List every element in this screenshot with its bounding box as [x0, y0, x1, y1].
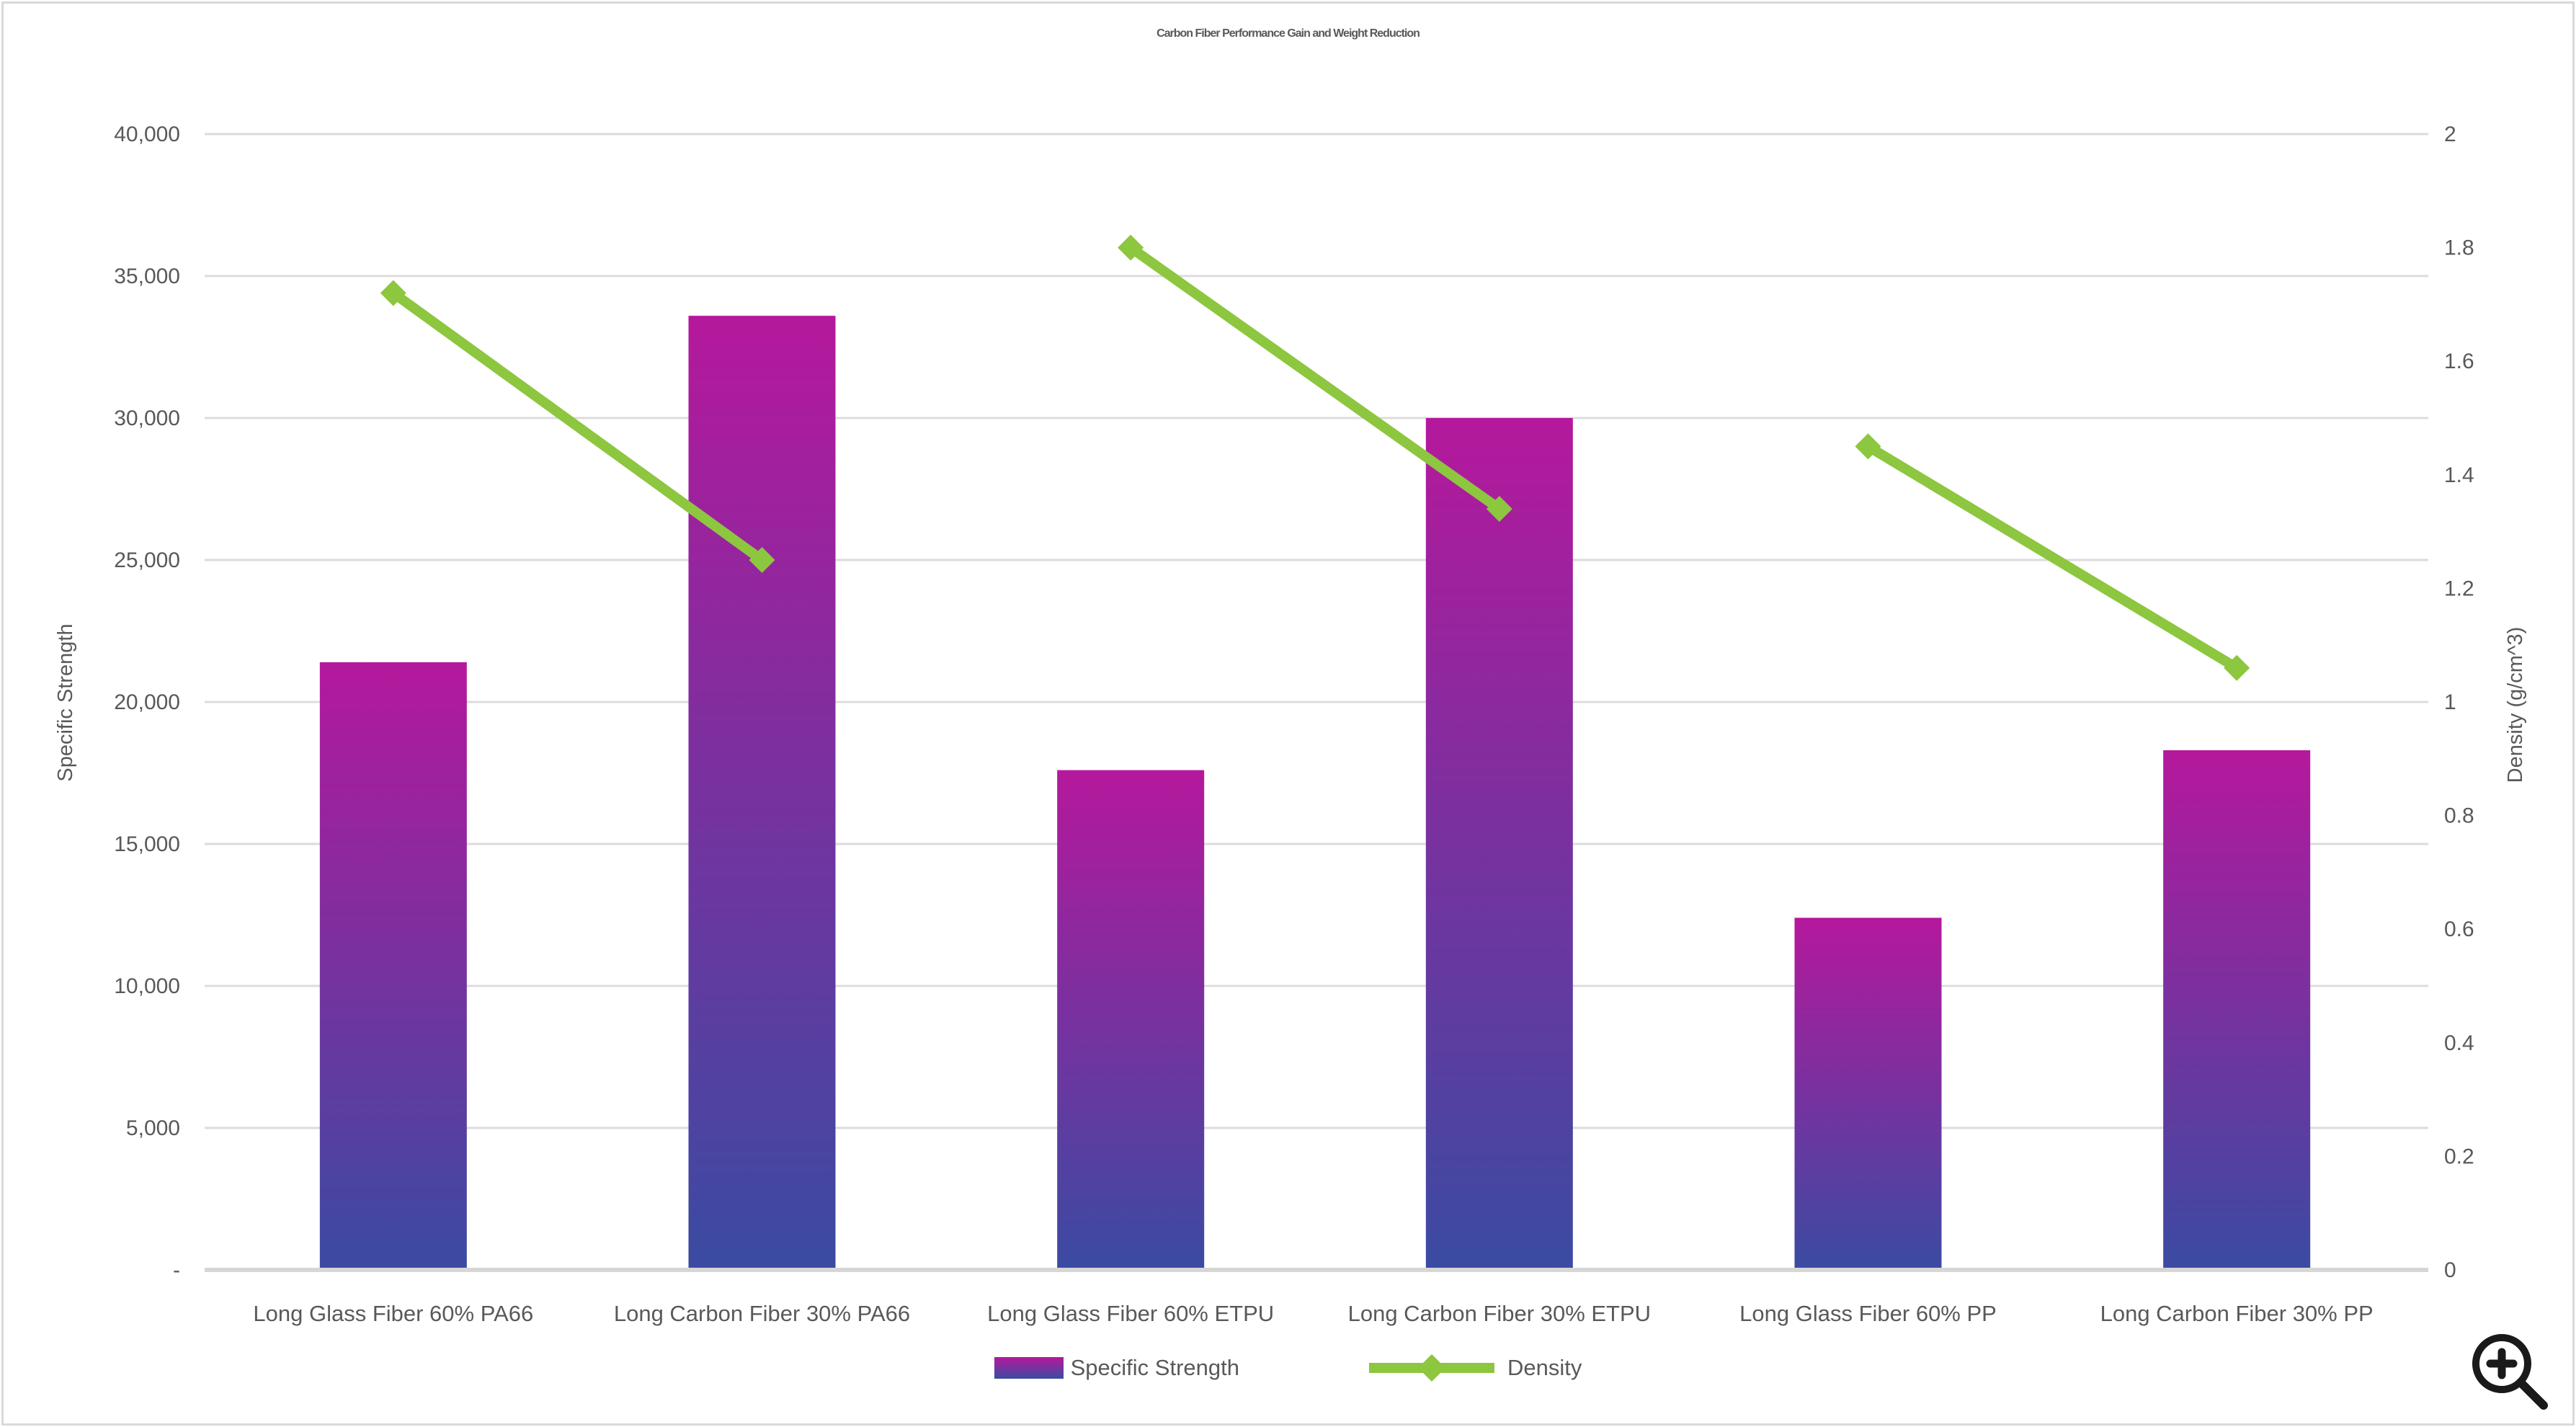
density-marker	[749, 547, 775, 573]
y2-axis-tick-label: 1.6	[2444, 350, 2474, 373]
y2-axis-tick-label: 1.4	[2444, 463, 2474, 487]
y-axis-tick-label: -	[173, 1258, 180, 1282]
density-marker	[2224, 654, 2250, 681]
zoom-in-button[interactable]	[2470, 1329, 2554, 1413]
y2-axis-tick-label: 0.2	[2444, 1144, 2474, 1168]
density-line-swatch	[1368, 1354, 1494, 1382]
x-axis-category-label: Long Glass Fiber 60% PA66	[253, 1301, 533, 1326]
zoom-in-icon	[2472, 1334, 2548, 1410]
density-line-segment	[1865, 442, 2239, 672]
density-marker	[1486, 496, 1512, 523]
y2-axis-tick-label: 1.2	[2444, 577, 2474, 600]
chart-title: Carbon Fiber Performance Gain and Weight…	[1156, 27, 1420, 40]
legend: Specific Strength Density	[0, 1352, 2576, 1384]
density-line-segment	[1128, 243, 1502, 513]
x-axis-category-label: Long Carbon Fiber 30% PP	[2100, 1301, 2374, 1326]
y-axis-tick-label: 15,000	[114, 832, 180, 856]
legend-item-density: Density	[1363, 1352, 1582, 1384]
density-marker	[380, 280, 406, 306]
bar-specific-strength	[688, 316, 836, 1270]
bar-specific-strength	[1425, 418, 1573, 1270]
y-axis-tick-label: 40,000	[114, 123, 180, 146]
x-axis-category-label: Long Glass Fiber 60% ETPU	[987, 1301, 1274, 1326]
y-axis-tick-label: 10,000	[114, 974, 180, 998]
bar-series-layer	[319, 316, 2311, 1270]
y2-axis-tick-label: 0.8	[2444, 804, 2474, 828]
legend-item-specific-strength: Specific Strength	[994, 1355, 1239, 1381]
y-axis-tick-label: 20,000	[114, 690, 180, 714]
x-axis-category-label: Long Carbon Fiber 30% ETPU	[1348, 1301, 1651, 1326]
y2-axis-tick-label: 0	[2444, 1258, 2456, 1282]
density-line-segment	[390, 288, 765, 564]
bar-specific-strength	[2163, 750, 2311, 1270]
legend-label-density: Density	[1507, 1355, 1582, 1380]
y2-axis-tick-label: 1	[2444, 690, 2456, 714]
y2-axis-tick-label: 0.4	[2444, 1031, 2474, 1055]
y-axis-tick-label: 30,000	[114, 406, 180, 430]
y-axis-tick-label: 25,000	[114, 548, 180, 572]
y-axis-tick-label: 35,000	[114, 264, 180, 288]
line-series-layer	[380, 234, 2250, 681]
x-axis-category-label: Long Carbon Fiber 30% PA66	[614, 1301, 910, 1326]
labels-layer: 40,00035,00030,00025,00020,00015,00010,0…	[114, 123, 2474, 1326]
y-axis-tick-label: 5,000	[126, 1116, 180, 1140]
y2-axis-tick-label: 2	[2444, 123, 2456, 146]
left-axis-title: Specific Strength	[54, 623, 77, 781]
y2-axis-tick-label: 1.8	[2444, 236, 2474, 260]
bar-specific-strength	[1057, 770, 1205, 1270]
density-marker	[1855, 433, 1881, 460]
x-axis-category-label: Long Glass Fiber 60% PP	[1739, 1301, 1997, 1326]
specific-strength-swatch	[994, 1357, 1064, 1379]
right-axis-title: Density (g/cm^3)	[2504, 627, 2527, 783]
bar-specific-strength	[1794, 917, 1942, 1270]
density-marker	[1118, 234, 1144, 261]
y2-axis-tick-label: 0.6	[2444, 917, 2474, 941]
legend-label-specific-strength: Specific Strength	[1070, 1355, 1239, 1380]
gridlines-layer	[205, 133, 2428, 1129]
bar-specific-strength	[319, 662, 467, 1270]
